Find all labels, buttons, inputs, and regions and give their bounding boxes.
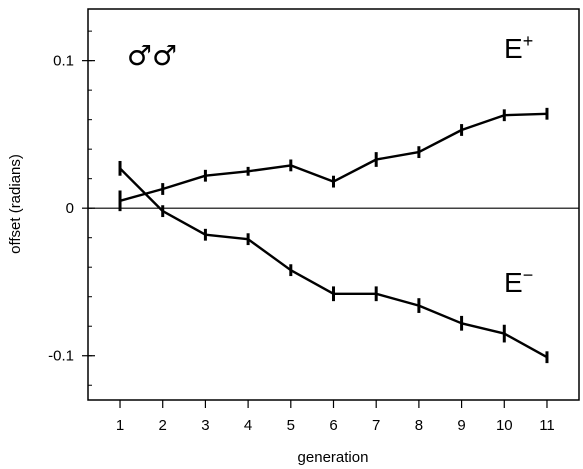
x-axis-ticks: 1 2 3 4 5 6 7 8 9 10 11 (116, 400, 555, 434)
x-tick-label: 11 (539, 417, 555, 434)
series-e-minus (118, 160, 549, 364)
y-tick-label: 0 (66, 200, 74, 217)
x-tick-label: 9 (457, 417, 465, 434)
e-minus-label: E− (504, 265, 533, 298)
e-plus-base: E (504, 33, 523, 64)
y-tick-label: 0.1 (53, 53, 74, 70)
x-tick-label: 6 (329, 417, 337, 434)
x-tick-label: 10 (496, 417, 513, 434)
series-line (119, 112, 548, 202)
male-male-symbol: ♂♂ (127, 39, 177, 72)
x-tick-label: 1 (116, 417, 124, 434)
series-line (119, 167, 548, 359)
x-tick-label: 4 (244, 417, 252, 434)
y-axis-title: offset (radians) (7, 154, 24, 254)
series-e-plus (118, 107, 549, 212)
e-plus-sup: + (523, 31, 534, 51)
x-axis-title: generation (298, 449, 369, 466)
x-tick-label: 5 (287, 417, 295, 434)
e-minus-base: E (504, 267, 523, 298)
y-tick-label: -0.1 (48, 348, 74, 365)
x-tick-label: 7 (372, 417, 380, 434)
x-tick-label: 8 (415, 417, 423, 434)
series-layer (118, 107, 549, 364)
e-plus-label: E+ (504, 31, 533, 64)
e-minus-sup: − (523, 265, 534, 285)
x-tick-label: 3 (201, 417, 209, 434)
x-tick-label: 2 (159, 417, 167, 434)
